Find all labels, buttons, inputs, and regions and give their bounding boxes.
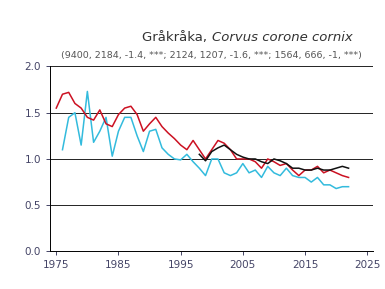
Text: Gråkråka,: Gråkråka,: [142, 31, 212, 44]
Text: (9400, 2184, -1.4, ***; 2124, 1207, -1.6, ***; 1564, 666, -1, ***): (9400, 2184, -1.4, ***; 2124, 1207, -1.6…: [61, 51, 362, 60]
Text: Corvus corone cornix: Corvus corone cornix: [212, 31, 353, 44]
